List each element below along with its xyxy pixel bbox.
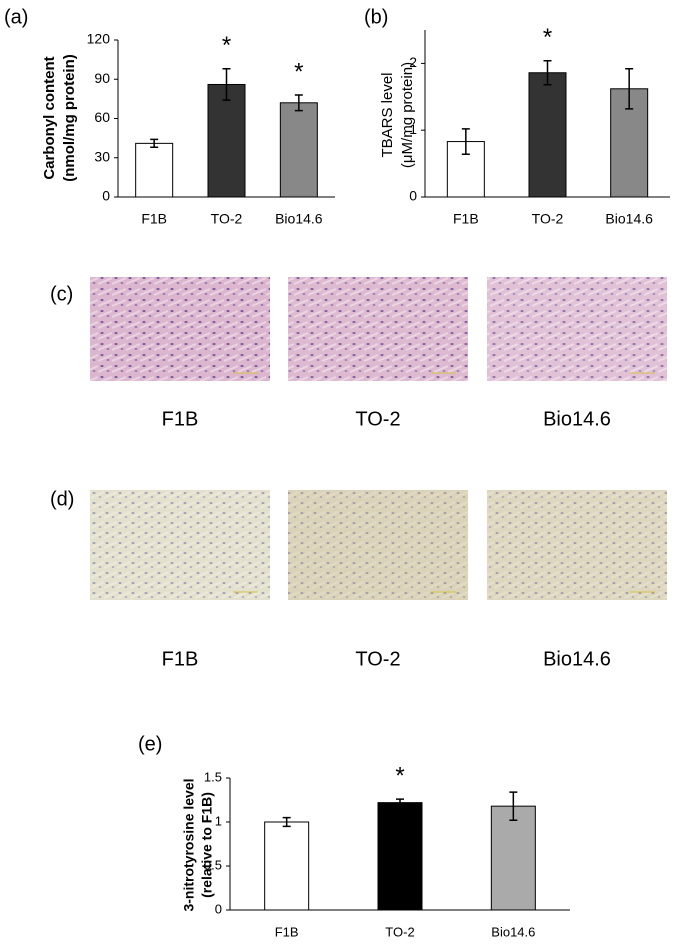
bar: [490, 805, 536, 911]
bar: [446, 141, 485, 198]
x-tick-label: Bio14.6: [605, 211, 653, 227]
error-bar: [543, 59, 552, 86]
error-bar: [625, 67, 634, 110]
images-d: [90, 490, 667, 600]
image-caption: Bio14.6: [543, 408, 611, 430]
image-caption: Bio14.6: [543, 648, 611, 670]
error-bar: [222, 68, 231, 101]
error-bar: [150, 138, 159, 149]
bar: [135, 142, 174, 198]
x-tick-label: F1B: [453, 211, 479, 227]
x-tick-label: TO-2: [211, 211, 243, 227]
significance-marker: *: [395, 762, 404, 789]
y-axis-label: TBARS level: [379, 72, 396, 157]
y-tick-label: 1.5: [204, 769, 222, 784]
panel-label: (b): [364, 6, 388, 28]
y-tick-label: 1: [215, 813, 222, 828]
histology-image: [288, 277, 468, 381]
panel-label: (d): [50, 488, 74, 510]
significance-marker: *: [543, 24, 552, 51]
stain-tint: [288, 490, 468, 600]
error-bar: [294, 94, 303, 112]
error-bar: [282, 816, 291, 828]
image-caption: TO-2: [355, 648, 400, 670]
y-tick-label: 90: [94, 70, 110, 86]
stain-tint: [487, 490, 667, 600]
bar: [528, 72, 567, 198]
bar: [377, 802, 423, 911]
x-tick-label: Bio14.6: [275, 211, 323, 227]
y-axis-label: (nmol/mg protein): [61, 54, 78, 182]
y-tick-label: 0.5: [204, 857, 222, 872]
y-tick-label: 2: [409, 54, 417, 70]
image-caption: F1B: [162, 648, 199, 670]
y-tick-label: 60: [94, 109, 110, 125]
error-bar: [396, 798, 404, 807]
y-axis-label: (μM/mg protein): [399, 62, 416, 168]
significance-marker: *: [222, 32, 231, 59]
histology-image: [90, 490, 270, 600]
x-tick-label: F1B: [275, 924, 299, 939]
y-axis-label: (relative to F1B): [199, 792, 215, 898]
panel-label: (e): [138, 733, 162, 755]
panel-label: (c): [50, 283, 73, 305]
error-bar: [461, 128, 470, 155]
y-tick-label: 0: [102, 188, 110, 204]
histology-image: [90, 277, 270, 381]
significance-marker: *: [294, 58, 303, 85]
x-tick-label: TO-2: [532, 211, 564, 227]
histology-image: [487, 490, 667, 600]
error-bar: [509, 791, 518, 821]
histology-image: [288, 490, 468, 600]
bar: [279, 102, 318, 198]
y-tick-label: 0: [409, 188, 417, 204]
y-tick-label: 120: [87, 31, 111, 47]
y-tick-label: 0: [215, 901, 222, 916]
y-tick-label: 30: [94, 148, 110, 164]
image-caption: TO-2: [355, 408, 400, 430]
y-axis-label: 3-nitrotyrosine level: [181, 778, 197, 911]
bar: [264, 821, 310, 911]
x-tick-label: TO-2: [385, 924, 414, 939]
x-tick-label: F1B: [141, 211, 167, 227]
x-tick-label: Bio14.6: [491, 924, 535, 939]
panel-label: (a): [4, 6, 28, 28]
image-caption: F1B: [162, 408, 199, 430]
y-tick-label: 1: [409, 121, 417, 137]
y-axis-label: Carbonyl content: [41, 56, 58, 179]
bar: [207, 83, 246, 198]
images-c: [90, 277, 667, 381]
histology-image: [487, 277, 667, 381]
